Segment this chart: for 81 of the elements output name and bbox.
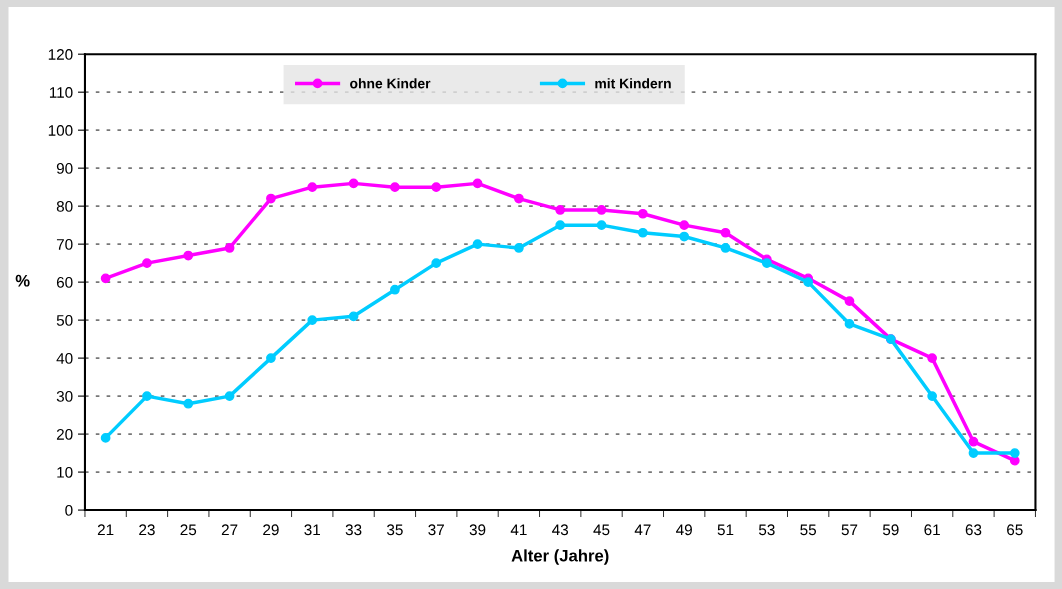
point xyxy=(307,182,318,193)
point xyxy=(472,178,483,189)
y-tick-label: 60 xyxy=(56,277,73,288)
x-tick-label: 47 xyxy=(634,524,651,536)
point xyxy=(968,448,979,458)
point xyxy=(720,243,731,253)
point xyxy=(761,258,772,268)
point xyxy=(307,315,318,325)
x-tick-label: 57 xyxy=(841,524,858,536)
x-axis-title: Alter (Jahre) xyxy=(511,549,609,565)
point xyxy=(514,193,524,204)
x-tick-label: 59 xyxy=(882,524,899,536)
point xyxy=(596,220,607,231)
point xyxy=(927,391,937,401)
point xyxy=(596,205,607,215)
point xyxy=(472,239,483,250)
x-tick-label: 23 xyxy=(139,524,155,536)
x-tick-label: 43 xyxy=(552,524,569,536)
point xyxy=(431,182,442,193)
y-tick-label: 50 xyxy=(56,314,73,326)
point xyxy=(100,273,111,284)
x-tick-label: 27 xyxy=(221,524,238,536)
point xyxy=(803,277,814,287)
x-tick-label: 29 xyxy=(263,524,279,536)
point xyxy=(927,353,937,363)
x-tick-label: 31 xyxy=(304,524,320,536)
point xyxy=(968,436,979,447)
x-tick-label: 53 xyxy=(758,524,775,536)
point xyxy=(183,398,194,409)
x-tick-label: 33 xyxy=(345,524,362,536)
y-tick-label: 0 xyxy=(65,504,73,516)
x-tick-label: 21 xyxy=(97,524,114,536)
x-tick-label: 45 xyxy=(593,524,610,536)
x-tick-label: 63 xyxy=(965,524,982,536)
y-tick-label: 100 xyxy=(48,125,73,136)
point xyxy=(555,220,566,231)
y-tick-label: 110 xyxy=(49,87,73,98)
legend-label: mit Kindern xyxy=(595,78,671,89)
point xyxy=(844,319,855,329)
point xyxy=(142,391,152,401)
point xyxy=(431,258,442,268)
x-tick-label: 39 xyxy=(469,524,486,536)
point xyxy=(348,178,359,189)
point xyxy=(266,353,276,363)
point xyxy=(183,250,194,261)
point xyxy=(390,284,400,295)
x-tick-label: 55 xyxy=(800,524,817,536)
y-tick-label: 120 xyxy=(48,49,73,60)
point xyxy=(637,227,648,238)
point xyxy=(679,220,690,231)
y-tick-label: 70 xyxy=(56,239,73,250)
y-axis-title: % xyxy=(15,274,30,287)
x-tick-label: 65 xyxy=(1007,524,1023,536)
y-tick-label: 20 xyxy=(56,428,73,440)
x-tick-label: 35 xyxy=(386,524,403,536)
y-tick-label: 40 xyxy=(56,352,73,364)
point xyxy=(1009,448,1020,458)
point xyxy=(224,243,235,253)
point xyxy=(266,193,276,204)
x-tick-label: 25 xyxy=(180,524,197,536)
point xyxy=(637,208,648,219)
x-tick-label: 61 xyxy=(924,524,940,536)
y-tick-label: 80 xyxy=(56,201,73,212)
y-tick-label: 10 xyxy=(57,466,73,478)
point xyxy=(555,205,566,215)
point xyxy=(390,182,400,193)
x-tick-label: 49 xyxy=(676,524,692,536)
y-tick-label: 30 xyxy=(56,390,73,402)
point xyxy=(679,231,690,242)
point xyxy=(514,243,524,253)
point xyxy=(844,296,855,306)
x-tick-label: 41 xyxy=(510,524,527,536)
point xyxy=(720,227,731,238)
point xyxy=(348,311,359,322)
point xyxy=(142,258,152,268)
point xyxy=(100,433,111,443)
x-tick-label: 51 xyxy=(717,524,734,536)
x-tick-label: 37 xyxy=(428,524,444,536)
point xyxy=(224,391,235,401)
y-tick-label: 90 xyxy=(56,163,73,174)
legend-label: ohne Kinder xyxy=(350,78,431,89)
